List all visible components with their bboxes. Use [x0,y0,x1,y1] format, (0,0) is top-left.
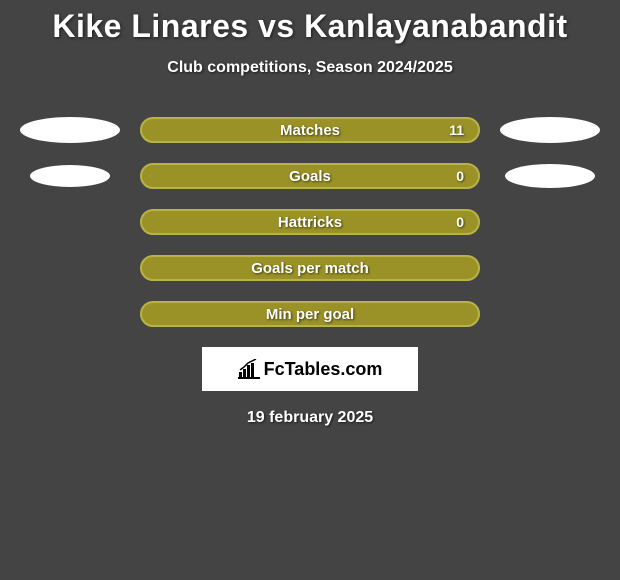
stat-label: Matches [280,122,340,139]
stat-label: Goals [289,168,331,185]
brand-box: FcTables.com [202,347,418,391]
page-date: 19 february 2025 [0,409,620,427]
stat-bar: Hattricks 0 [140,209,480,235]
stat-bar: Matches 11 [140,117,480,143]
right-ellipse-slot [480,117,600,143]
stats-rows: Matches 11 Goals 0 Hattricks 0 Goals per match… [0,117,620,327]
stat-label: Min per goal [266,306,354,323]
stat-value: 0 [456,214,464,230]
page-subtitle: Club competitions, Season 2024/2025 [0,59,620,77]
page-title: Kike Linares vs Kanlayanabandit [0,0,620,45]
left-ellipse-slot [20,165,140,187]
right-ellipse [505,164,595,188]
right-ellipse [500,117,600,143]
brand-text: FcTables.com [264,359,383,380]
left-ellipse [30,165,110,187]
stat-bar: Min per goal [140,301,480,327]
stat-row: Matches 11 [0,117,620,143]
stat-row: Goals 0 [0,163,620,189]
stat-value: 11 [449,122,464,138]
bar-chart-icon [238,359,260,379]
stat-row: Hattricks 0 [0,209,620,235]
stat-value: 0 [456,168,464,184]
brand-inner: FcTables.com [238,359,383,380]
right-ellipse-slot [480,164,600,188]
stat-row: Min per goal [0,301,620,327]
stat-row: Goals per match [0,255,620,281]
left-ellipse [20,117,120,143]
left-ellipse-slot [20,117,140,143]
stat-bar: Goals per match [140,255,480,281]
stat-bar: Goals 0 [140,163,480,189]
stat-label: Goals per match [251,260,369,277]
stat-label: Hattricks [278,214,342,231]
